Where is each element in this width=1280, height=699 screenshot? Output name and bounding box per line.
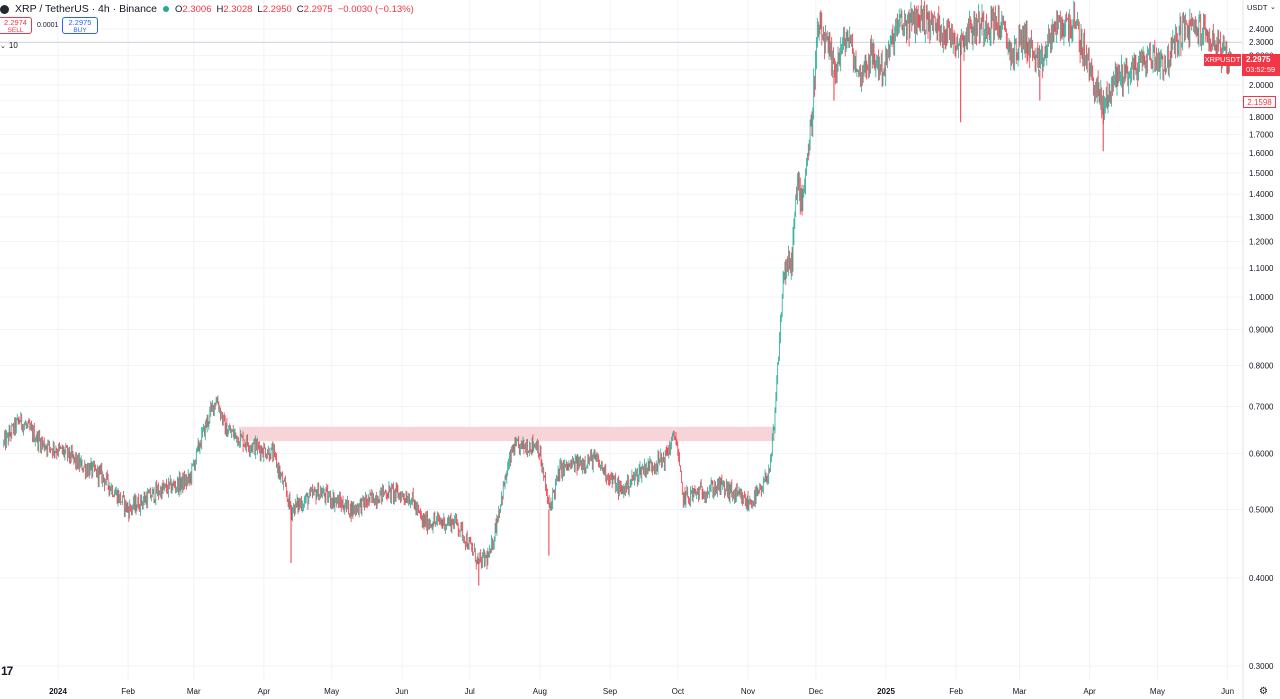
x-tick-label: May [324, 687, 339, 696]
x-tick-label: Nov [741, 687, 755, 696]
y-tick-label: 0.9000 [1249, 325, 1274, 334]
y-tick-label: 0.6000 [1249, 450, 1274, 459]
ohlc-values: O2.3006 H2.3028 L2.2950 C2.2975 −0.0030 … [175, 4, 414, 15]
close-key: C [296, 3, 304, 15]
bar-countdown: 03:52:59 [1246, 65, 1276, 74]
x-tick-label: 2024 [49, 687, 67, 696]
high-key: H [216, 3, 224, 15]
x-tick-label: Mar [187, 687, 201, 696]
y-tick-label: 1.6000 [1249, 149, 1274, 158]
y-tick-label: 0.4000 [1249, 574, 1274, 583]
x-tick-label: Jun [1221, 687, 1234, 696]
candlestick-series [3, 0, 1232, 586]
time-axis[interactable]: 2024 Feb Mar Apr May Jun Jul Aug Sep Oct Nov Dec 202… [49, 687, 1234, 696]
buy-button[interactable]: 2.2975 BUY [62, 17, 98, 34]
gear-icon[interactable]: ⚙ [1259, 686, 1268, 697]
y-tick-label: 1.7000 [1249, 131, 1274, 140]
y-tick-label: 1.1000 [1249, 264, 1274, 273]
trade-panel: 2.2974 SELL 0.0001 2.2975 BUY [0, 17, 98, 34]
x-tick-label: Sep [603, 687, 618, 696]
y-tick-label: 1.0000 [1249, 293, 1274, 302]
x-tick-label: Feb [121, 687, 135, 696]
sell-button[interactable]: 2.2974 SELL [0, 17, 32, 34]
price-axis[interactable]: 2.40002.30002.20002.10002.00001.90001.80… [1249, 25, 1274, 671]
x-tick-label: Jun [395, 687, 408, 696]
symbol-legend: XRP / TetherUS · 4h · Binance O2.3006 H2… [0, 2, 414, 16]
indicator-row[interactable]: ⌄ 10 [0, 41, 18, 50]
x-tick-label: 2025 [877, 687, 895, 696]
y-tick-label: 0.5000 [1249, 506, 1274, 515]
y-tick-label: 2.3000 [1249, 38, 1274, 47]
chevron-down-icon[interactable]: ⌄ [1270, 4, 1276, 11]
y-tick-label: 1.5000 [1249, 169, 1274, 178]
change-value: −0.0030 (−0.13%) [337, 3, 414, 15]
x-tick-label: Oct [672, 687, 685, 696]
high-value: 2.3028 [223, 3, 253, 15]
y-tick-label: 2.0000 [1249, 81, 1274, 90]
open-key: O [175, 3, 183, 15]
x-tick-label: Feb [949, 687, 963, 696]
x-tick-label: May [1150, 687, 1165, 696]
low-value: 2.2950 [262, 3, 292, 15]
y-tick-label: 0.3000 [1249, 662, 1274, 671]
x-tick-label: Mar [1013, 687, 1027, 696]
x-tick-label: Jul [465, 687, 475, 696]
currency-selector[interactable]: USDT [1247, 3, 1268, 12]
y-tick-label: 1.4000 [1249, 190, 1274, 199]
open-value: 2.3006 [182, 3, 212, 15]
xrp-coin-icon [0, 4, 9, 14]
y-tick-label: 0.7000 [1249, 402, 1274, 411]
y-tick-label: 1.3000 [1249, 213, 1274, 222]
x-tick-label: Apr [258, 687, 271, 696]
buy-label: BUY [73, 27, 87, 34]
y-tick-label: 2.4000 [1249, 25, 1274, 34]
y-tick-label: 0.8000 [1249, 362, 1274, 371]
spread-value: 0.0001 [37, 22, 59, 29]
sell-price: 2.2974 [4, 18, 27, 27]
x-tick-label: Aug [533, 687, 547, 696]
close-value: 2.2975 [303, 3, 333, 15]
chart-grid [0, 0, 1244, 699]
chevron-down-icon[interactable]: ⌄ [0, 42, 6, 50]
last-price-value: 2.2975 [1246, 55, 1271, 64]
ticker-price-label: XRPUSDT [1204, 54, 1241, 66]
resistance-zone[interactable] [238, 426, 776, 442]
sell-label: SELL [7, 27, 24, 34]
indicator-count: 10 [8, 41, 18, 50]
x-tick-label: Dec [809, 687, 823, 696]
tradingview-logo-icon[interactable]: 17 [1, 664, 13, 678]
low-key: L [257, 3, 263, 15]
price-marker-tag: 2.1598 [1243, 96, 1276, 108]
y-tick-label: 1.8000 [1249, 113, 1274, 122]
market-status-icon[interactable] [163, 6, 170, 12]
y-tick-label: 1.2000 [1249, 237, 1274, 246]
resistance-zone-layer [238, 426, 776, 442]
buy-price: 2.2975 [68, 18, 92, 27]
last-price-tag: 2.2975 03:52:59 [1242, 54, 1280, 76]
symbol-title[interactable]: XRP / TetherUS · 4h · Binance [15, 3, 158, 15]
x-tick-label: Apr [1083, 687, 1096, 696]
